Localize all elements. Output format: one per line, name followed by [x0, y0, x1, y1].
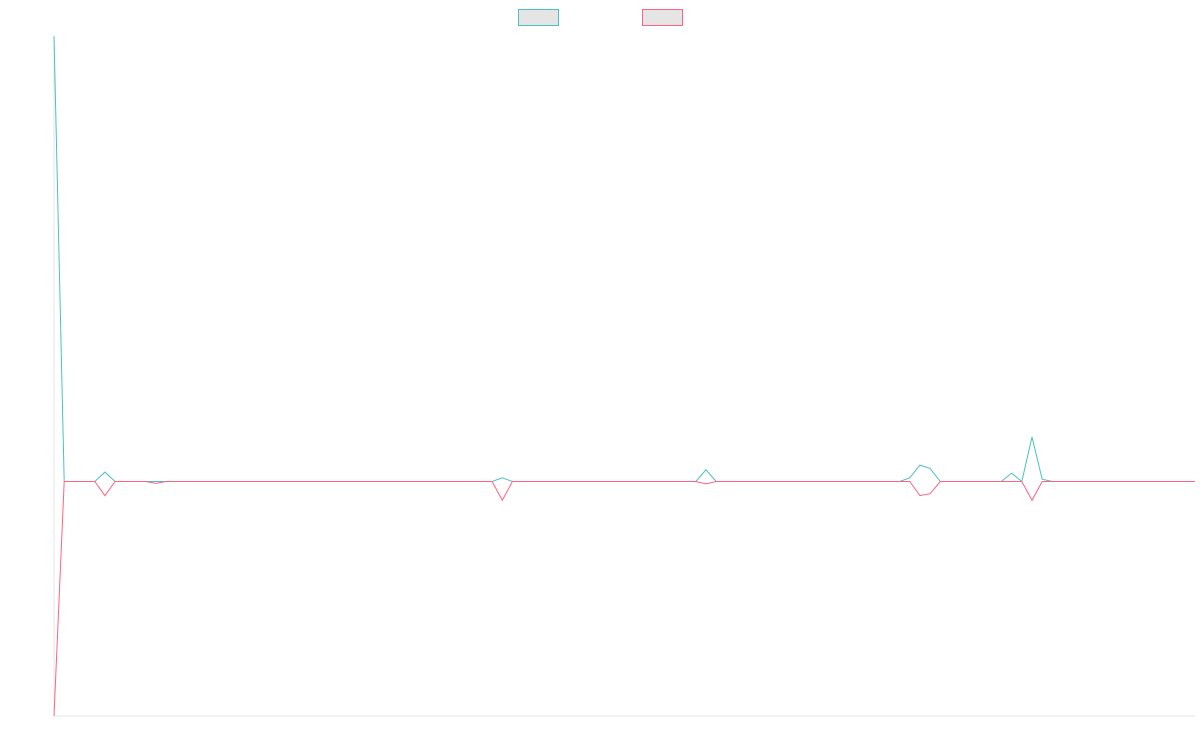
- series-line-1: [53, 35, 1195, 483]
- series-layer: [53, 35, 1195, 717]
- legend-swatch-2[interactable]: [642, 9, 683, 26]
- legend[interactable]: [518, 9, 683, 26]
- axes: [53, 36, 1195, 717]
- series-line-2: [53, 481, 1195, 717]
- legend-swatch-1[interactable]: [518, 9, 559, 26]
